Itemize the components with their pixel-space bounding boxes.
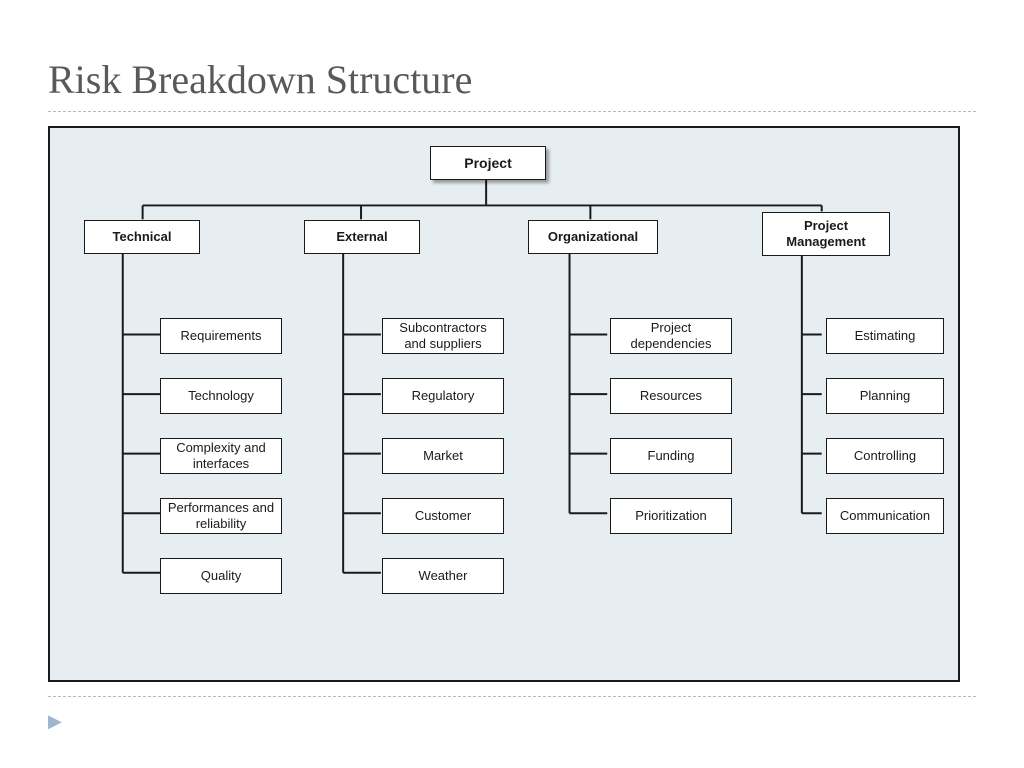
leaf-node: Resources — [610, 378, 732, 414]
leaf-node: Subcontractors and suppliers — [382, 318, 504, 354]
leaf-node: Controlling — [826, 438, 944, 474]
category-node: Organizational — [528, 220, 658, 254]
leaf-node: Funding — [610, 438, 732, 474]
leaf-node: Performances and reliability — [160, 498, 282, 534]
leaf-node: Customer — [382, 498, 504, 534]
leaf-node: Technology — [160, 378, 282, 414]
leaf-node: Weather — [382, 558, 504, 594]
footer-rule — [48, 696, 976, 697]
next-arrow-icon: ▶ — [48, 711, 976, 732]
diagram-panel: Project Technical Requirements Technology Co… — [48, 126, 960, 682]
title-rule — [48, 111, 976, 112]
category-node: External — [304, 220, 420, 254]
slide: Risk Breakdown Structure Project Technica… — [0, 0, 1024, 768]
leaf-node: Prioritization — [610, 498, 732, 534]
leaf-node: Quality — [160, 558, 282, 594]
leaf-node: Planning — [826, 378, 944, 414]
leaf-node: Estimating — [826, 318, 944, 354]
leaf-node: Regulatory — [382, 378, 504, 414]
leaf-node: Complexity and interfaces — [160, 438, 282, 474]
leaf-node: Market — [382, 438, 504, 474]
leaf-node: Requirements — [160, 318, 282, 354]
leaf-node: Project dependencies — [610, 318, 732, 354]
root-node: Project — [430, 146, 546, 180]
page-title: Risk Breakdown Structure — [48, 56, 976, 103]
category-node: Technical — [84, 220, 200, 254]
category-node: Project Management — [762, 212, 890, 256]
leaf-node: Communication — [826, 498, 944, 534]
